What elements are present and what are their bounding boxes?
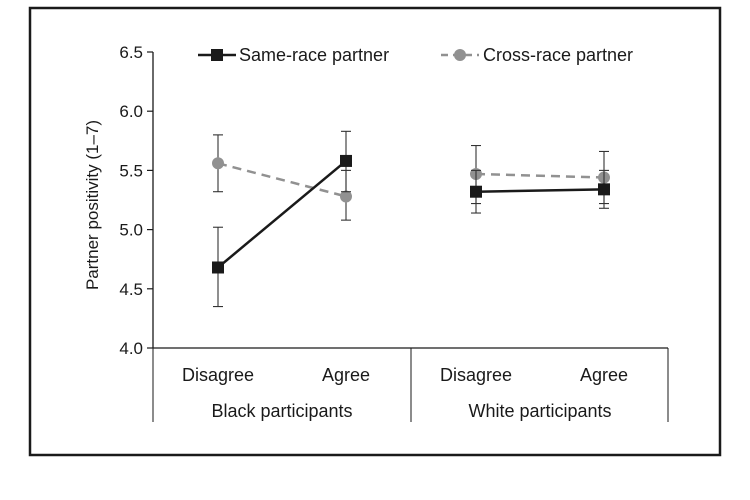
x-tick-label: Disagree bbox=[182, 365, 254, 385]
chart-legend: Same-race partner Cross-race partner bbox=[198, 45, 633, 65]
legend-marker bbox=[211, 49, 223, 61]
y-tick-label: 6.5 bbox=[119, 43, 143, 62]
y-tick-label: 6.0 bbox=[119, 102, 143, 121]
same-race-partner-line bbox=[475, 188, 605, 193]
y-tick-label: 5.0 bbox=[119, 221, 143, 240]
chart-marks bbox=[212, 130, 610, 308]
cross-race-partner-point bbox=[340, 190, 352, 203]
y-tick-label: 4.5 bbox=[119, 280, 143, 299]
chart-axes: 4.0 4.5 5.0 5.5 6.0 6.5 Partner positivity (1–… bbox=[83, 43, 669, 422]
group-label: Black participants bbox=[211, 401, 352, 421]
same-race-partner-point bbox=[340, 154, 352, 167]
y-tick-label: 5.5 bbox=[119, 161, 143, 180]
group-label: White participants bbox=[468, 401, 611, 421]
x-tick-label: Agree bbox=[580, 365, 628, 385]
same-race-partner-line bbox=[217, 159, 347, 269]
same-race-partner-point bbox=[470, 185, 482, 198]
legend-label: Cross-race partner bbox=[483, 45, 633, 65]
same-race-partner-point bbox=[598, 183, 610, 196]
y-axis-label: Partner positivity (1–7) bbox=[83, 120, 102, 290]
legend-marker bbox=[454, 49, 466, 61]
cross-race-partner-line bbox=[217, 162, 347, 198]
figure-border bbox=[28, 6, 722, 457]
cross-race-partner-point bbox=[212, 157, 224, 170]
same-race-partner-point bbox=[212, 261, 224, 274]
x-tick-label: Agree bbox=[322, 365, 370, 385]
y-tick-label: 4.0 bbox=[119, 339, 143, 358]
x-tick-label: Disagree bbox=[440, 365, 512, 385]
legend-label: Same-race partner bbox=[239, 45, 389, 65]
cross-race-partner-line bbox=[475, 172, 605, 179]
